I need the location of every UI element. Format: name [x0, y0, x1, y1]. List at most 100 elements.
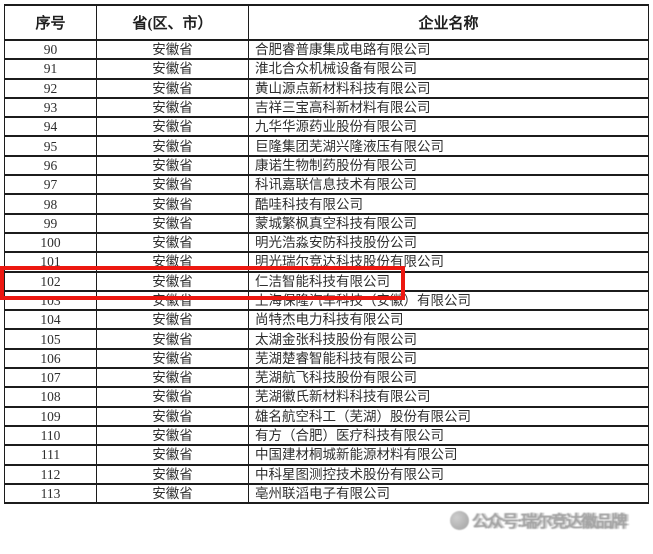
row-province: 安徽省: [96, 482, 249, 505]
table-row: 111 安徽省 中国建材桐城新能源材料有限公司: [4, 444, 649, 466]
header-serial-number: 序号: [4, 4, 97, 41]
row-province: 安徽省: [96, 444, 249, 466]
table-row: 90 安徽省 合肥睿普康集成电路有限公司: [4, 38, 649, 61]
row-province: 安徽省: [96, 463, 249, 485]
row-province: 安徽省: [96, 38, 249, 61]
table-row: 106 安徽省 芜湖楚睿智能科技有限公司: [4, 347, 649, 370]
row-company-name: 芜湖楚睿智能科技有限公司: [248, 347, 649, 370]
row-province: 安徽省: [96, 116, 249, 138]
row-company-name: 合肥睿普康集成电路有限公司: [248, 38, 649, 61]
table-row: 95 安徽省 巨隆集团芜湖兴隆液压有限公司: [4, 135, 649, 157]
table-row: 102 安徽省 仁洁智能科技有限公司: [4, 270, 649, 292]
row-province: 安徽省: [96, 270, 249, 292]
row-serial-number: 94: [4, 116, 97, 138]
row-province: 安徽省: [96, 251, 249, 273]
table-row: 99 安徽省 蒙城繁枫真空科技有限公司: [4, 212, 649, 234]
table-header: 序号 省(区、市） 企业名称: [4, 4, 649, 41]
row-company-name: 明光瑞尔竞达科技股份有限公司: [248, 251, 649, 273]
table-row: 98 安徽省 酷哇科技有限公司: [4, 193, 649, 215]
row-province: 安徽省: [96, 231, 249, 254]
row-company-name: 尚特杰电力科技有限公司: [248, 309, 649, 331]
row-company-name: 黄山源点新材料科技有限公司: [248, 77, 649, 99]
table-row: 93 安徽省 吉祥三宝高科新材料有限公司: [4, 96, 649, 119]
row-serial-number: 103: [4, 289, 97, 312]
row-province: 安徽省: [96, 347, 249, 370]
row-serial-number: 96: [4, 154, 97, 177]
table-row: 97 安徽省 科讯嘉联信息技术有限公司: [4, 174, 649, 196]
row-company-name: 仁洁智能科技有限公司: [248, 270, 649, 292]
row-province: 安徽省: [96, 424, 249, 447]
table-row: 103 安徽省 上海保隆汽车科技（安徽）有限公司: [4, 289, 649, 312]
row-province: 安徽省: [96, 367, 249, 389]
row-province: 安徽省: [96, 135, 249, 157]
row-company-name: 芜湖航飞科技股份有限公司: [248, 367, 649, 389]
row-company-name: 上海保隆汽车科技（安徽）有限公司: [248, 289, 649, 312]
row-company-name: 中科星图测控技术股份有限公司: [248, 463, 649, 485]
row-serial-number: 102: [4, 270, 97, 292]
table-row: 107 安徽省 芜湖航飞科技股份有限公司: [4, 367, 649, 389]
table-row: 113 安徽省 亳州联滔电子有限公司: [4, 482, 649, 505]
row-serial-number: 110: [4, 424, 97, 447]
row-company-name: 芜湖徽氏新材料科技有限公司: [248, 386, 649, 408]
row-serial-number: 109: [4, 405, 97, 427]
row-serial-number: 92: [4, 77, 97, 99]
row-province: 安徽省: [96, 96, 249, 119]
table-row: 100 安徽省 明光浩淼安防科技股份公司: [4, 231, 649, 254]
watermark: 公众号:瑞尔竞达徽品牌: [450, 508, 650, 532]
row-province: 安徽省: [96, 212, 249, 234]
row-province: 安徽省: [96, 154, 249, 177]
table-row: 94 安徽省 九华华源药业股份有限公司: [4, 116, 649, 138]
row-company-name: 蒙城繁枫真空科技有限公司: [248, 212, 649, 234]
row-province: 安徽省: [96, 77, 249, 99]
row-serial-number: 93: [4, 96, 97, 119]
row-serial-number: 95: [4, 135, 97, 157]
row-company-name: 科讯嘉联信息技术有限公司: [248, 174, 649, 196]
company-table: 序号 省(区、市） 企业名称 90 安徽省 合肥睿普康集成电路有限公司 91 安徽省 淮北…: [4, 4, 649, 505]
table-row: 108 安徽省 芜湖徽氏新材料科技有限公司: [4, 386, 649, 408]
row-company-name: 九华华源药业股份有限公司: [248, 116, 649, 138]
row-company-name: 淮北合众机械设备有限公司: [248, 58, 649, 80]
row-serial-number: 100: [4, 231, 97, 254]
row-province: 安徽省: [96, 405, 249, 427]
row-company-name: 康诺生物制药股份有限公司: [248, 154, 649, 177]
table-row: 91 安徽省 淮北合众机械设备有限公司: [4, 58, 649, 80]
header-company-name: 企业名称: [248, 4, 649, 41]
row-serial-number: 99: [4, 212, 97, 234]
watermark-text: 公众号:瑞尔竞达徽品牌: [472, 512, 628, 531]
row-province: 安徽省: [96, 309, 249, 331]
header-row: 序号 省(区、市） 企业名称: [4, 4, 649, 41]
row-serial-number: 104: [4, 309, 97, 331]
row-province: 安徽省: [96, 193, 249, 215]
row-province: 安徽省: [96, 58, 249, 80]
table-row: 104 安徽省 尚特杰电力科技有限公司: [4, 309, 649, 331]
row-company-name: 太湖金张科技股份有限公司: [248, 328, 649, 350]
row-company-name: 酷哇科技有限公司: [248, 193, 649, 215]
row-province: 安徽省: [96, 328, 249, 350]
table-row: 105 安徽省 太湖金张科技股份有限公司: [4, 328, 649, 350]
table-row: 92 安徽省 黄山源点新材料科技有限公司: [4, 77, 649, 99]
row-serial-number: 111: [4, 444, 97, 466]
row-province: 安徽省: [96, 386, 249, 408]
row-serial-number: 101: [4, 251, 97, 273]
row-company-name: 明光浩淼安防科技股份公司: [248, 231, 649, 254]
row-company-name: 亳州联滔电子有限公司: [248, 482, 649, 505]
row-serial-number: 108: [4, 386, 97, 408]
row-company-name: 巨隆集团芜湖兴隆液压有限公司: [248, 135, 649, 157]
row-serial-number: 91: [4, 58, 97, 80]
row-serial-number: 106: [4, 347, 97, 370]
row-province: 安徽省: [96, 174, 249, 196]
row-company-name: 有方（合肥）医疗科技有限公司: [248, 424, 649, 447]
table-row: 109 安徽省 雄名航空科工（芜湖）股份有限公司: [4, 405, 649, 427]
row-serial-number: 113: [4, 482, 97, 505]
watermark-logo-icon: [450, 510, 469, 530]
row-company-name: 吉祥三宝高科新材料有限公司: [248, 96, 649, 119]
row-serial-number: 105: [4, 328, 97, 350]
row-serial-number: 97: [4, 174, 97, 196]
table-row: 101 安徽省 明光瑞尔竞达科技股份有限公司: [4, 251, 649, 273]
row-company-name: 雄名航空科工（芜湖）股份有限公司: [248, 405, 649, 427]
row-serial-number: 98: [4, 193, 97, 215]
row-serial-number: 112: [4, 463, 97, 485]
row-serial-number: 107: [4, 367, 97, 389]
header-province: 省(区、市）: [96, 4, 249, 41]
